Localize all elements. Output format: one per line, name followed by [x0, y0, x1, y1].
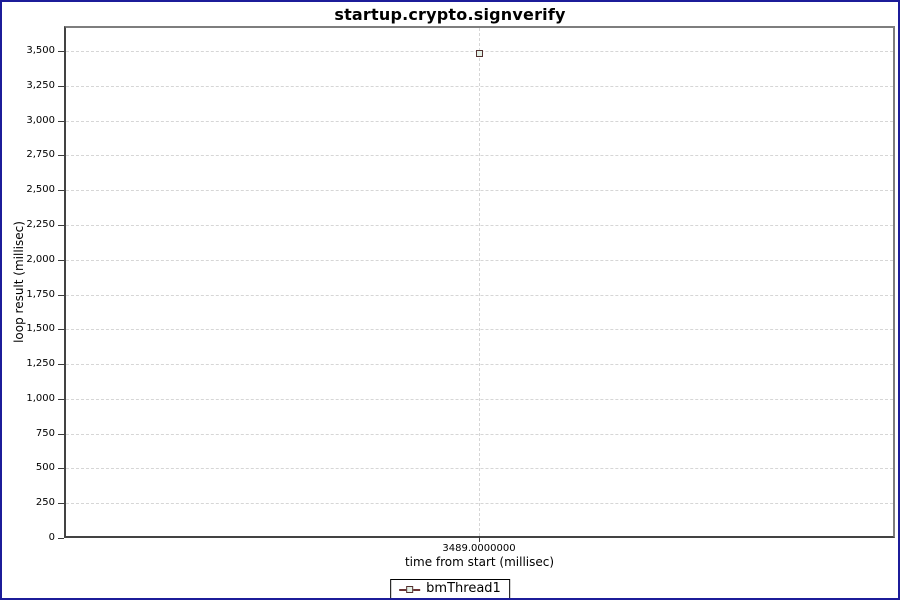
y-tick-mark	[58, 51, 64, 52]
y-tick-mark	[58, 538, 64, 539]
gridline-vertical	[479, 28, 480, 536]
plot-area	[64, 26, 895, 538]
y-tick-label: 250	[35, 497, 55, 509]
y-tick-label: 2,750	[26, 149, 55, 161]
y-tick-mark	[58, 190, 64, 192]
y-tick-mark	[58, 433, 64, 435]
y-tick-mark	[58, 155, 64, 157]
y-tick-label: 2,000	[26, 253, 55, 265]
y-tick-label: 1,250	[26, 358, 55, 370]
y-tick-label: 0	[48, 532, 55, 543]
y-tick-label: 2,500	[26, 184, 55, 196]
legend-square-icon	[406, 585, 414, 593]
y-tick-label: 500	[35, 462, 55, 474]
y-tick-label: 750	[35, 427, 55, 439]
y-tick-label: 3,500	[26, 45, 55, 56]
x-tick-label: 3489.0000000	[442, 543, 516, 554]
legend-marker-icon	[399, 584, 421, 595]
chart-title: startup.crypto.signverify	[334, 5, 566, 24]
y-tick-label: 3,000	[26, 114, 55, 126]
y-tick-label: 1,000	[26, 392, 55, 404]
y-tick-mark	[58, 503, 64, 505]
y-tick-mark	[58, 85, 64, 87]
data-point-marker	[475, 49, 483, 57]
y-tick-mark	[58, 468, 64, 470]
y-tick-mark	[58, 120, 64, 122]
y-tick-mark	[58, 329, 64, 331]
y-axis-label: loop result (millisec)	[12, 221, 26, 343]
y-tick-mark	[58, 294, 64, 296]
y-tick-label: 3,250	[26, 79, 55, 91]
y-tick-mark	[58, 259, 64, 261]
y-tick-label: 1,500	[26, 323, 55, 335]
y-tick-mark	[58, 224, 64, 226]
x-tick-mark	[479, 536, 480, 542]
legend-label: bmThread1	[426, 581, 501, 596]
legend: bmThread1	[390, 579, 510, 598]
y-tick-mark	[58, 364, 64, 366]
y-tick-mark	[58, 398, 64, 400]
y-tick-label: 1,750	[26, 288, 55, 300]
x-axis-label: time from start (millisec)	[404, 555, 555, 569]
y-tick-label: 2,250	[26, 218, 55, 230]
